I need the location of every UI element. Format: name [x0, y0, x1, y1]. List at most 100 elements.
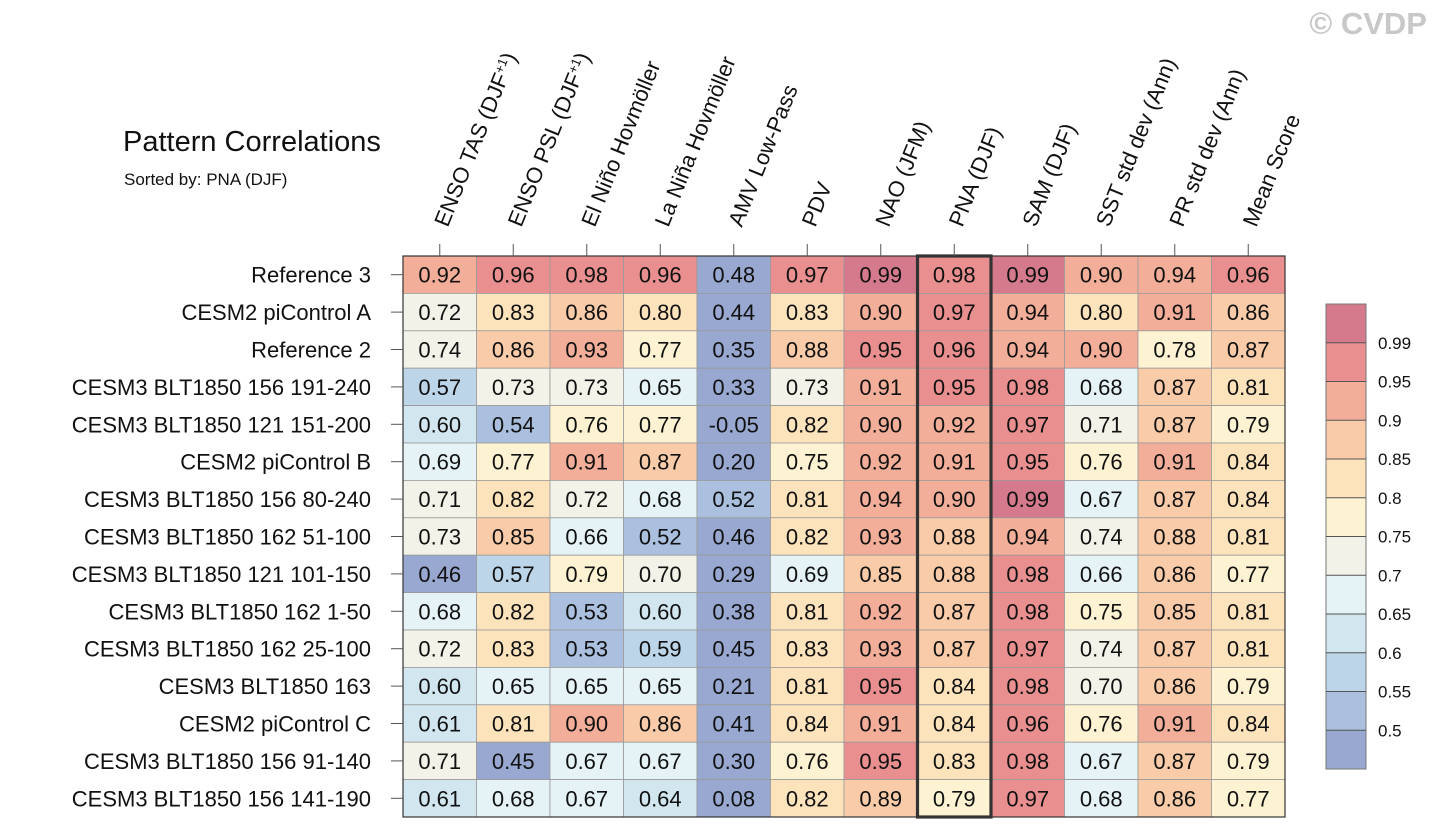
heatmap-cell	[1137, 667, 1212, 706]
heatmap-cell	[549, 741, 624, 781]
cell-value-label: 0.94	[1006, 300, 1049, 325]
heatmap-cell	[990, 667, 1065, 706]
heatmap-cell	[770, 292, 845, 332]
cell-value-label: 0.90	[933, 487, 976, 512]
cell-value-label: 0.60	[418, 674, 461, 699]
cell-value-label: 0.94	[859, 487, 902, 512]
cell-value-label: 0.91	[565, 450, 608, 475]
cell-value-label: 0.44	[712, 300, 755, 325]
cell-value-label: 0.98	[1006, 749, 1049, 774]
cell-value-label: 0.72	[418, 300, 461, 325]
column-label: AMV Low-Pass	[723, 81, 803, 230]
column-label: Mean Score	[1238, 111, 1306, 230]
cell-value-label: 0.98	[1006, 375, 1049, 400]
cell-value-label: 0.91	[859, 712, 902, 737]
heatmap-cell	[623, 741, 698, 781]
heatmap-cell	[476, 479, 551, 519]
cell-value-label: 0.81	[786, 599, 829, 624]
heatmap-cell	[1064, 741, 1139, 781]
heatmap-cell	[843, 442, 918, 481]
cell-value-label: 0.94	[1006, 338, 1049, 363]
heatmap-cell	[1137, 405, 1212, 444]
heatmap-cell	[1137, 367, 1212, 407]
cell-value-label: 0.97	[933, 300, 976, 325]
heatmap-cell	[990, 479, 1065, 519]
cell-value-label: 0.97	[1006, 412, 1049, 437]
cell-value-label: 0.70	[639, 562, 682, 587]
row-label: CESM3 BLT1850 162 1-50	[108, 599, 371, 624]
cell-value-label: 0.87	[1153, 637, 1196, 662]
cell-value-label: 0.80	[1080, 300, 1123, 325]
cell-value-label: 0.88	[786, 338, 829, 363]
heatmap-cell	[843, 367, 918, 407]
colorbar-tick-label: 0.6	[1378, 644, 1402, 663]
cell-value-label: 0.48	[712, 263, 755, 288]
row-label: CESM3 BLT1850 156 80-240	[84, 487, 371, 512]
cell-value-label: 0.91	[859, 375, 902, 400]
heatmap-cell	[476, 629, 551, 668]
heatmap-cell	[696, 442, 771, 481]
heatmap-cell	[843, 592, 918, 631]
cell-value-label: 0.96	[1006, 712, 1049, 737]
cell-value-label: 0.87	[933, 637, 976, 662]
heatmap-cell	[1064, 442, 1139, 481]
cell-value-label: 0.68	[639, 487, 682, 512]
heatmap-cell	[770, 592, 845, 631]
heatmap-cell	[402, 442, 477, 481]
colorbar-segment	[1326, 575, 1366, 614]
cell-value-label: 0.85	[1153, 599, 1196, 624]
cell-value-label: 0.61	[418, 786, 461, 811]
cell-value-label: 0.82	[492, 599, 535, 624]
cell-value-label: 0.64	[639, 786, 682, 811]
colorbar-tick-label: 0.65	[1378, 605, 1411, 624]
row-label: CESM2 piControl B	[180, 450, 371, 475]
cell-value-label: 0.86	[1153, 786, 1196, 811]
column-label: ENSO TAS (DJF+1)	[429, 49, 522, 230]
cell-value-label: 0.52	[639, 525, 682, 550]
cell-value-label: 0.53	[565, 599, 608, 624]
cell-value-label: 0.79	[1227, 674, 1270, 699]
colorbar-segment	[1326, 459, 1366, 498]
cell-value-label: 0.84	[933, 712, 976, 737]
cell-value-label: 0.77	[639, 412, 682, 437]
cell-value-label: 0.76	[1080, 450, 1123, 475]
cell-value-label: 0.97	[786, 263, 829, 288]
cell-value-label: 0.74	[1080, 525, 1123, 550]
heatmap-cell	[623, 330, 698, 369]
row-label: CESM2 piControl C	[179, 712, 371, 737]
colorbar-tick-label: 0.95	[1378, 373, 1411, 392]
cell-value-label: 0.45	[712, 637, 755, 662]
cell-value-label: 0.91	[1153, 450, 1196, 475]
cell-value-label: 0.83	[933, 749, 976, 774]
cell-value-label: 0.85	[859, 562, 902, 587]
cell-value-label: 0.87	[639, 450, 682, 475]
cell-value-label: 0.82	[786, 786, 829, 811]
cell-value-label: 0.82	[492, 487, 535, 512]
heatmap-cell	[549, 667, 624, 706]
heatmap-cell	[843, 292, 918, 332]
heatmap-cell	[402, 330, 477, 369]
cell-value-label: 0.67	[1080, 749, 1123, 774]
heatmap-cell	[770, 405, 845, 444]
cell-value-label: 0.52	[712, 487, 755, 512]
cell-value-label: 0.92	[418, 263, 461, 288]
cell-value-label: 0.84	[786, 712, 829, 737]
heatmap-cell	[990, 704, 1065, 743]
cell-value-label: 0.86	[565, 300, 608, 325]
heatmap-cell	[1137, 517, 1212, 556]
watermark: © CVDP	[1309, 6, 1427, 41]
cell-value-label: 0.65	[565, 674, 608, 699]
colorbar-tick-label: 0.55	[1378, 683, 1411, 702]
heatmap-cell	[1137, 779, 1212, 818]
cell-value-label: 0.86	[1153, 562, 1196, 587]
heatmap-cell	[1211, 517, 1286, 556]
cell-value-label: 0.08	[712, 786, 755, 811]
heatmap-cell	[1137, 442, 1212, 481]
cell-value-label: 0.79	[565, 562, 608, 587]
heatmap-cell	[1137, 255, 1212, 294]
cell-value-label: 0.87	[1153, 487, 1196, 512]
cell-value-label: 0.90	[859, 300, 902, 325]
heatmap-cell	[1137, 554, 1212, 594]
column-label: PDV	[797, 178, 837, 230]
column-label: La Niña Hovmöller	[650, 53, 741, 230]
